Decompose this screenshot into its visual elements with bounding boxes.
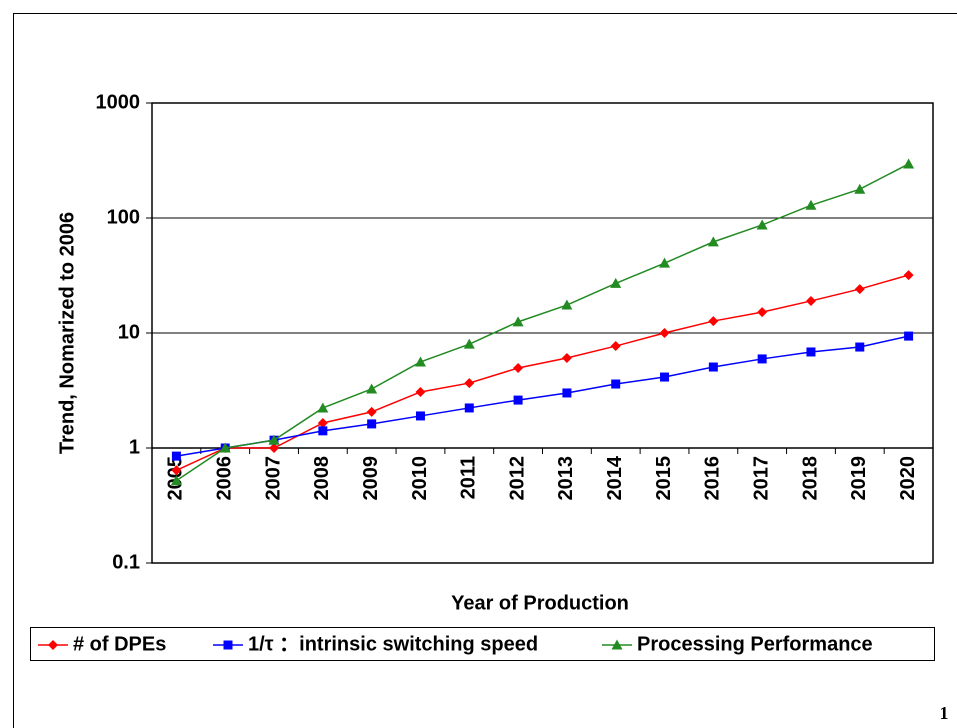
marker (903, 158, 915, 169)
marker (659, 328, 670, 338)
marker (610, 277, 622, 288)
x-axis-label: Year of Production (451, 592, 629, 614)
x-tick-label: 2020 (897, 456, 919, 501)
x-tick-label: 2006 (214, 456, 236, 501)
marker (464, 378, 475, 389)
marker (415, 411, 425, 421)
marker (513, 395, 523, 405)
marker (268, 434, 280, 445)
marker (756, 219, 768, 230)
frame (13, 13, 957, 728)
marker (269, 443, 280, 453)
marker (805, 199, 817, 210)
marker (170, 475, 182, 486)
x-tick-label: 2013 (555, 456, 577, 501)
x-tick-label: 2010 (409, 456, 431, 501)
marker (805, 295, 816, 306)
marker (367, 419, 377, 429)
marker (611, 639, 623, 650)
x-tick-label: 2017 (750, 456, 772, 501)
y-tick-label: 10 (118, 321, 140, 343)
x-tick-label: 2009 (360, 456, 382, 501)
marker (562, 388, 572, 398)
marker (855, 342, 865, 352)
legend-label: # of DPEs (73, 633, 166, 655)
marker (366, 406, 377, 417)
x-tick-label: 2007 (262, 456, 284, 501)
y-tick-label: 100 (107, 206, 140, 228)
x-tick-label: 2012 (506, 456, 528, 501)
marker (854, 284, 865, 295)
x-tick-label: 2014 (604, 455, 626, 500)
marker (610, 341, 621, 352)
marker (708, 316, 719, 327)
legend-box (30, 627, 935, 661)
x-tick-label: 2018 (799, 456, 821, 501)
marker (512, 316, 524, 327)
marker (219, 442, 231, 453)
marker (317, 402, 329, 413)
marker (903, 270, 914, 281)
y-tick-label: 1 (129, 436, 140, 458)
x-tick-label: 2019 (848, 456, 870, 501)
marker (318, 426, 328, 436)
marker (171, 451, 181, 461)
marker (48, 640, 58, 650)
marker (708, 362, 718, 372)
marker (366, 383, 378, 394)
series-line (175, 163, 909, 482)
marker (513, 363, 524, 374)
legend-label: Processing Performance (637, 633, 873, 655)
marker (659, 257, 671, 268)
x-tick-label: 2016 (702, 456, 724, 501)
marker (660, 372, 670, 382)
marker (463, 338, 475, 349)
marker (806, 347, 816, 357)
x-tick-label: 2008 (311, 456, 333, 501)
marker (414, 356, 426, 367)
y-tick-label: 0.1 (112, 551, 140, 573)
marker (757, 307, 768, 318)
y-tick-label: 1000 (96, 91, 141, 113)
page-number: 1 (940, 703, 949, 723)
marker (171, 465, 182, 476)
marker (223, 640, 233, 650)
marker (757, 354, 767, 364)
marker (611, 379, 621, 389)
marker (415, 386, 426, 397)
legend-label: 1/τ ：intrinsic switching speed (248, 633, 538, 655)
series-line (176, 335, 909, 457)
marker (561, 353, 572, 364)
series-line (176, 274, 909, 471)
x-tick-label: 2011 (458, 456, 480, 499)
marker (464, 403, 474, 413)
marker (317, 417, 328, 428)
marker (561, 299, 573, 310)
marker (904, 331, 914, 341)
x-tick-label: 2015 (653, 456, 675, 501)
marker (707, 236, 719, 247)
y-axis-label: Trend, Nomarized to 2006 (56, 212, 78, 454)
marker (854, 183, 866, 194)
